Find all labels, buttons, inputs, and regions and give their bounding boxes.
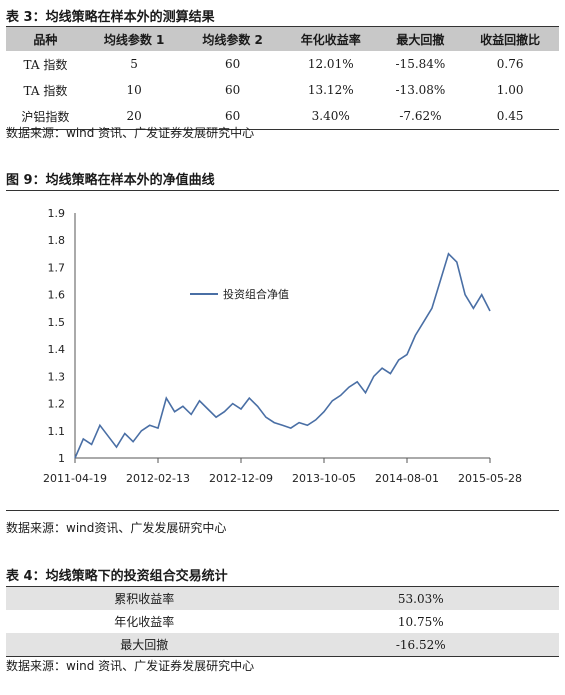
table3-header: 品种 xyxy=(6,26,85,51)
table-cell: 1.00 xyxy=(496,83,524,97)
table4-source: 数据来源：wind 资讯、广发证券发展研究中心 xyxy=(6,659,255,673)
table3-header: 收益回撤比 xyxy=(461,26,559,51)
table4-caption: 表 4：均线策略下的投资组合交易统计 xyxy=(6,569,228,584)
table-cell: 0.45 xyxy=(496,109,524,123)
table-cell: 0.76 xyxy=(496,57,524,71)
x-tick-label: 2013-10-05 xyxy=(292,472,356,485)
table3-caption: 表 3：均线策略在样本外的测算结果 xyxy=(6,10,215,25)
table3-header: 最大回撤 xyxy=(379,26,462,51)
table-row: TA 指数 5 60 12.01% -15.84% 0.76 xyxy=(6,51,559,77)
y-tick-label: 1.7 xyxy=(48,261,66,274)
legend-label: 投资组合净值 xyxy=(223,287,289,301)
x-tick-label: 2012-12-09 xyxy=(209,472,273,485)
divider xyxy=(6,190,559,191)
table-cell: 5 xyxy=(130,57,138,71)
table-cell: 60 xyxy=(224,83,241,97)
table3-source: 数据来源：wind 资讯、广发证券发展研究中心 xyxy=(6,126,255,140)
y-tick-label: 1.3 xyxy=(48,370,66,383)
table-cell: 3.40% xyxy=(311,109,350,123)
y-tick-label: 1.9 xyxy=(48,207,66,220)
table-cell: 60 xyxy=(224,109,241,123)
y-tick-label: 1.2 xyxy=(48,398,66,411)
table-cell: 60 xyxy=(224,57,241,71)
y-tick-label: 1.4 xyxy=(48,343,66,356)
table-cell: TA 指数 xyxy=(23,57,68,72)
table-row: 最大回撤 -16.52% xyxy=(6,633,559,657)
y-tick-label: 1.5 xyxy=(48,316,66,329)
table-cell: -16.52% xyxy=(282,633,559,657)
y-tick-label: 1 xyxy=(58,452,65,465)
x-tick-label: 2011-04-19 xyxy=(43,472,107,485)
table-cell: 沪铝指数 xyxy=(21,109,70,124)
figure9-caption: 图 9：均线策略在样本外的净值曲线 xyxy=(6,173,215,188)
x-tick-label: 2012-02-13 xyxy=(126,472,190,485)
table3-header: 年化收益率 xyxy=(281,26,380,51)
table3-header: 均线参数 2 xyxy=(183,26,282,51)
x-tick-label: 2015-05-28 xyxy=(458,472,522,485)
table-cell: 10.75% xyxy=(397,614,444,629)
table-row: 年化收益率 10.75% xyxy=(6,610,559,633)
table-cell: TA 指数 xyxy=(23,83,68,98)
table-cell: 年化收益率 xyxy=(114,615,175,629)
table-cell: 12.01% xyxy=(307,57,354,71)
table3-header: 均线参数 1 xyxy=(84,26,184,51)
table-cell: -15.84% xyxy=(395,57,446,71)
table-cell: 13.12% xyxy=(307,83,354,97)
table-cell: 最大回撤 xyxy=(6,633,283,657)
x-tick-label: 2014-08-01 xyxy=(375,472,439,485)
table3: 品种 均线参数 1 均线参数 2 年化收益率 最大回撤 收益回撤比 TA 指数 … xyxy=(6,26,559,130)
table-cell: -7.62% xyxy=(399,109,442,123)
y-tick-label: 1.8 xyxy=(48,234,66,247)
y-tick-label: 1.1 xyxy=(48,425,66,438)
table-row: 沪铝指数 20 60 3.40% -7.62% 0.45 xyxy=(6,103,559,130)
table4: 累积收益率 53.03% 年化收益率 10.75% 最大回撤 -16.52% xyxy=(6,586,559,657)
divider xyxy=(6,510,559,511)
table3-header-row: 品种 均线参数 1 均线参数 2 年化收益率 最大回撤 收益回撤比 xyxy=(6,26,559,51)
table-row: TA 指数 10 60 13.12% -13.08% 1.00 xyxy=(6,77,559,103)
series-line xyxy=(74,252,491,459)
table-cell: 10 xyxy=(126,83,142,97)
table-cell: 累积收益率 xyxy=(6,586,283,610)
table-cell: 53.03% xyxy=(282,586,559,610)
table-cell: -13.08% xyxy=(395,83,446,97)
figure9-source: 数据来源：wind资讯、广发发展研究中心 xyxy=(6,521,227,535)
table-row: 累积收益率 53.03% xyxy=(6,586,559,610)
y-tick-label: 1.6 xyxy=(48,289,66,302)
table-cell: 20 xyxy=(126,109,142,123)
net-value-line-chart: 1 1.1 1.2 1.3 1.4 1.5 1.6 1.7 1.8 1.9 2011-04-19 2… xyxy=(43,207,522,485)
